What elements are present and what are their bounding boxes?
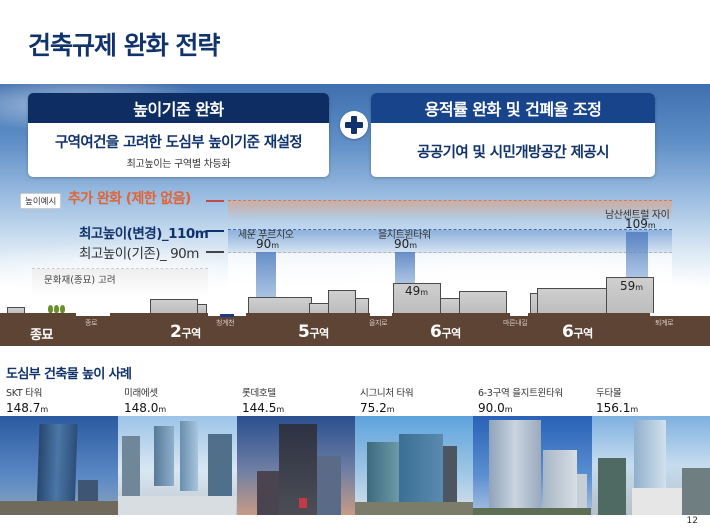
example-height: 148.7m: [6, 401, 49, 415]
extra-relief-band: [228, 200, 672, 220]
building-district5-a: [248, 297, 312, 313]
tower-height: 90m: [256, 237, 280, 251]
road-dip: [370, 313, 392, 316]
example-height: 148.0m: [124, 401, 167, 415]
road-label: 종로: [85, 319, 98, 327]
building-district6-a: [440, 298, 460, 313]
road-label: 퇴계로: [655, 319, 674, 327]
building-district2-step: [197, 304, 207, 313]
example-height: 75.2m: [360, 401, 395, 415]
example-height: 90.0m: [478, 401, 513, 415]
example-item: 시그니처 타워 75.2m: [360, 385, 414, 415]
policy-sub-text: 최고높이는 구역별 차등화: [126, 159, 231, 170]
road-dip: [510, 313, 528, 316]
example-item: SKT 타워 148.7m: [6, 385, 48, 415]
extra-relief-leader: [206, 200, 224, 202]
tower-bar-namsan: [626, 232, 648, 278]
building-district5-d: [355, 298, 369, 313]
building-jongmyo: [7, 307, 25, 313]
building-district6-d: [537, 288, 607, 313]
example-name: 롯데호텔: [242, 388, 276, 399]
building-namsan-base: [606, 277, 654, 313]
road-label: 마른내길: [503, 319, 528, 327]
district-6b: 6구역: [562, 322, 593, 342]
policy-box-far-relief: 용적률 완화 및 건폐율 조정 공공기여 및 시민개방공간 제공시: [371, 93, 655, 177]
existing-height: 59m: [620, 279, 644, 293]
stream-marker: [220, 314, 234, 317]
max-height-old-label: 최고높이(기존)_ 90m: [79, 246, 199, 262]
tower-height: 90m: [394, 237, 418, 251]
building-district5-b: [309, 303, 329, 313]
road-dip: [650, 313, 710, 316]
example-tag: 높이예시: [20, 193, 62, 209]
example-name: 미래에셋: [124, 388, 158, 399]
tree-icon: [54, 305, 59, 313]
tree-icon: [48, 305, 53, 313]
culture-note: 문화재(종묘) 고려: [44, 275, 116, 286]
tree-icon: [60, 305, 65, 313]
example-name: 6-3구역 을지트윈타워: [478, 388, 563, 399]
policy-main-text: 구역여건을 고려한 도심부 높이기준 재설정: [54, 135, 303, 151]
photo-signature-tower: [354, 416, 474, 515]
ground-strip: [0, 313, 710, 346]
example-name: SKT 타워: [6, 388, 43, 399]
extra-relief-label: 추가 완화 (제한 없음): [68, 191, 191, 207]
photo-doota-mall: [591, 416, 710, 515]
example-item: 미래에셋 148.0m: [124, 385, 166, 415]
policy-box-height-relief: 높이기준 완화 구역여건을 고려한 도심부 높이기준 재설정 최고높이는 구역별…: [28, 93, 329, 177]
district-2: 2구역: [170, 322, 201, 342]
tower-name: 세운 푸르지오: [238, 230, 294, 241]
example-height: 156.1m: [596, 401, 639, 415]
cultural-heritage-zone: 문화재(종묘) 고려: [32, 268, 208, 296]
example-item: 롯데호텔 144.5m: [242, 385, 284, 415]
example-item: 6-3구역 을지트윈타워 90.0m: [478, 385, 563, 415]
photo-skt-tower: [0, 416, 119, 515]
tower-bar-seun: [256, 252, 276, 300]
page-number: 12: [686, 516, 698, 526]
building-district6-b: [459, 291, 507, 313]
policy-main-text: 공공기여 및 시민개방공간 제공시: [417, 145, 609, 161]
example-name: 두타몰: [596, 388, 622, 399]
example-name: 시그니처 타워: [360, 388, 414, 399]
page-title: 건축규제 완화 전략: [28, 31, 220, 60]
existing-height: 49m: [405, 284, 429, 298]
photo-lotte-hotel: [236, 416, 355, 515]
building-eulji-base: [393, 283, 441, 313]
road-label: 을지로: [369, 319, 388, 327]
tower-name: 을지트윈타워: [378, 230, 431, 241]
max-height-new-leader: [206, 230, 224, 232]
photo-eulji-twin-tower: [473, 416, 592, 515]
example-item: 두타몰 156.1m: [596, 385, 638, 415]
road-dip: [76, 313, 110, 316]
building-district5-c: [328, 290, 356, 313]
building-district2: [150, 299, 198, 313]
max-height-new-label: 최고높이(변경)_110m: [79, 226, 209, 242]
example-height: 144.5m: [242, 401, 285, 415]
plus-icon: [340, 111, 368, 139]
old-max-height-line: [228, 252, 672, 253]
photo-strip: [0, 416, 710, 515]
photo-mirae-asset: [118, 416, 237, 515]
district-jongmyo: 종묘: [30, 328, 54, 343]
policy-header: 높이기준 완화: [28, 93, 329, 123]
district-5: 5구역: [298, 322, 329, 342]
district-6a: 6구역: [430, 322, 461, 342]
tower-bar-eulji: [395, 252, 415, 284]
policy-header: 용적률 완화 및 건폐율 조정: [371, 93, 655, 123]
tower-name: 남산센트럴 자이: [605, 210, 670, 221]
examples-title: 도심부 건축물 높이 사례: [6, 367, 132, 382]
max-height-old-leader: [206, 251, 224, 253]
road-label: 청계천: [216, 319, 235, 327]
tower-height: 109m: [625, 217, 656, 231]
